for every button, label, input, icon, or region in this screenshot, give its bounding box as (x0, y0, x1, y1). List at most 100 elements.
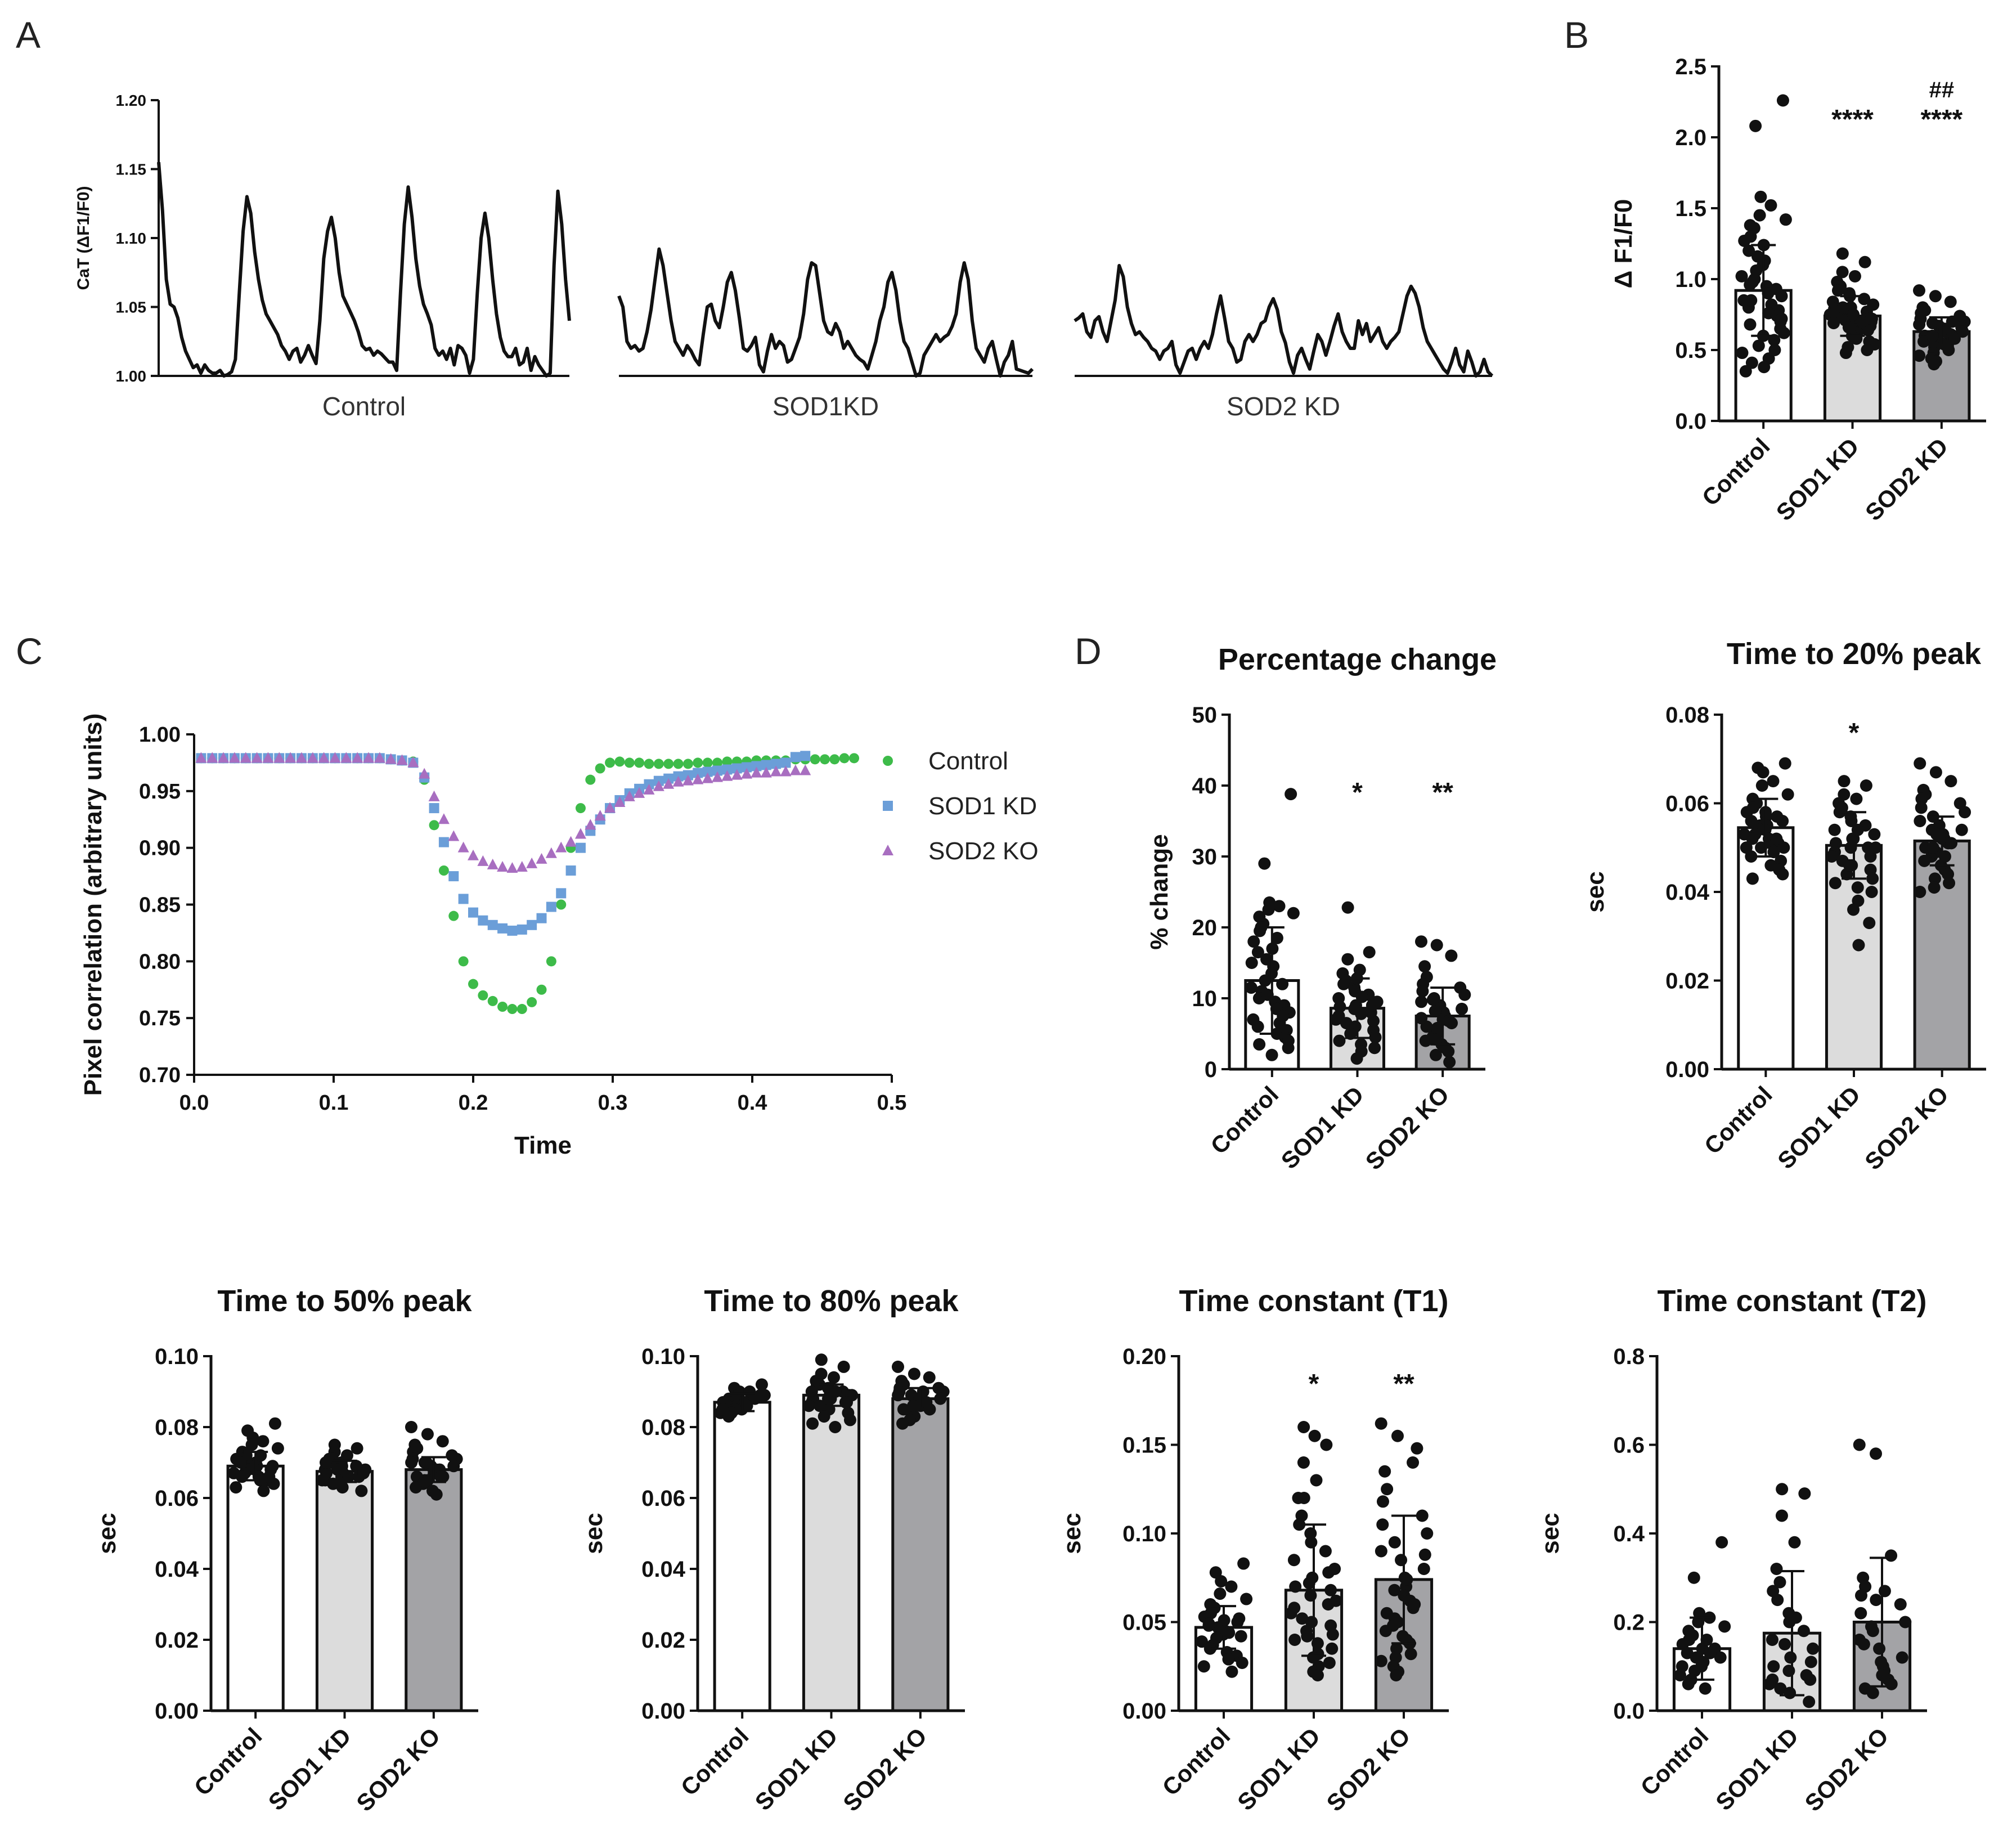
significance-marker: * (1849, 718, 1860, 748)
data-point (457, 841, 469, 853)
panel-d1: 0 10 20 30 40 50 Percentage change % change Cont… (1146, 643, 1497, 1175)
y-tick-label: 0.02 (1665, 969, 1709, 994)
chart-title: Time constant (T1) (1179, 1284, 1448, 1318)
data-point (1797, 1625, 1810, 1638)
data-point (1714, 1651, 1727, 1664)
data-point (320, 1456, 333, 1469)
data-points-1 (1245, 788, 1300, 1061)
data-point (1202, 1619, 1215, 1632)
data-point (268, 1417, 281, 1430)
x-tick-label: SOD1 KD (263, 1723, 356, 1815)
data-point (742, 762, 752, 773)
data-point (800, 764, 811, 775)
data-point (468, 907, 478, 918)
data-point (1363, 946, 1376, 959)
data-point (206, 752, 218, 763)
data-point (1745, 356, 1758, 369)
data-point (1715, 1536, 1728, 1549)
data-point (1676, 1660, 1688, 1673)
data-point (1926, 841, 1939, 854)
bar-3 (405, 1468, 463, 1712)
data-point (1771, 810, 1784, 823)
data-point (740, 1400, 753, 1412)
significance-marker: ** (1432, 778, 1453, 808)
data-point (478, 915, 488, 926)
data-point (527, 919, 537, 930)
data-point (1928, 358, 1941, 371)
panel-c-y-tick-label: 0.85 (139, 894, 181, 917)
data-point (1368, 1042, 1381, 1055)
data-point (1293, 1518, 1306, 1531)
data-point (355, 1484, 368, 1497)
panel-c-y-tick-label: 1.00 (139, 723, 181, 747)
data-point (1225, 1665, 1238, 1678)
data-point (594, 810, 606, 821)
y-axis-label: sec (1058, 1513, 1086, 1554)
data-point (1350, 1052, 1363, 1065)
data-point (1746, 832, 1759, 845)
panel-a-y-tick-label: 1.05 (116, 299, 147, 316)
data-point (1912, 284, 1925, 297)
data-point (251, 752, 263, 763)
significance-marker: ** (1393, 1369, 1414, 1399)
data-point (1755, 779, 1768, 792)
data-point (731, 763, 742, 774)
data-point (843, 1414, 856, 1427)
data-point (891, 1360, 904, 1373)
bar-3 (1913, 839, 1971, 1071)
y-tick-label: 40 (1192, 774, 1218, 799)
data-point (923, 1371, 936, 1384)
data-point (731, 769, 743, 780)
data-point (351, 1442, 363, 1455)
data-points-1 (1195, 1557, 1253, 1678)
data-point (1863, 917, 1876, 930)
data-point (1757, 766, 1770, 779)
data-point (1752, 339, 1765, 352)
data-point (352, 752, 363, 763)
data-point (1682, 1677, 1695, 1690)
y-tick-label: 0.08 (1665, 703, 1709, 728)
data-point (1944, 295, 1957, 308)
data-point (1764, 199, 1777, 212)
data-point (1860, 779, 1872, 792)
data-point (438, 813, 450, 824)
data-point (1375, 1417, 1387, 1430)
data-point (722, 756, 733, 767)
data-point (1775, 312, 1788, 325)
data-point (405, 1421, 417, 1433)
y-tick-label: 0.0 (1675, 409, 1706, 434)
data-point (1929, 872, 1942, 885)
data-point (1770, 1563, 1783, 1575)
data-point (1767, 1660, 1780, 1673)
data-point (1304, 1589, 1317, 1602)
x-tick-label: Control (189, 1723, 267, 1801)
data-point (1416, 1509, 1429, 1522)
data-point (1878, 1585, 1891, 1598)
data-point (1253, 1038, 1266, 1051)
data-point (770, 765, 782, 777)
data-point (1445, 949, 1458, 962)
calcium-trace-2 (617, 247, 1034, 378)
data-point (1245, 981, 1258, 994)
data-point (623, 790, 635, 801)
data-point (1203, 1642, 1216, 1655)
x-tick-label: Control (1699, 1081, 1777, 1159)
data-point (1391, 1429, 1404, 1442)
data-point (257, 1435, 270, 1448)
data-point (327, 1477, 340, 1490)
y-tick-label: 0.8 (1613, 1344, 1645, 1369)
data-point (908, 1367, 920, 1380)
data-point (1341, 953, 1354, 966)
data-point (448, 910, 459, 921)
data-point (1847, 903, 1860, 916)
x-tick-label: Control (676, 1723, 754, 1801)
data-point (1231, 1616, 1244, 1629)
y-tick-label: 2.5 (1675, 55, 1706, 79)
data-point (1270, 931, 1283, 944)
data-point (1836, 301, 1849, 314)
data-point (1861, 344, 1874, 356)
data-point (1914, 815, 1926, 827)
y-tick-label: 0.04 (1665, 880, 1710, 905)
data-point (1767, 846, 1780, 859)
